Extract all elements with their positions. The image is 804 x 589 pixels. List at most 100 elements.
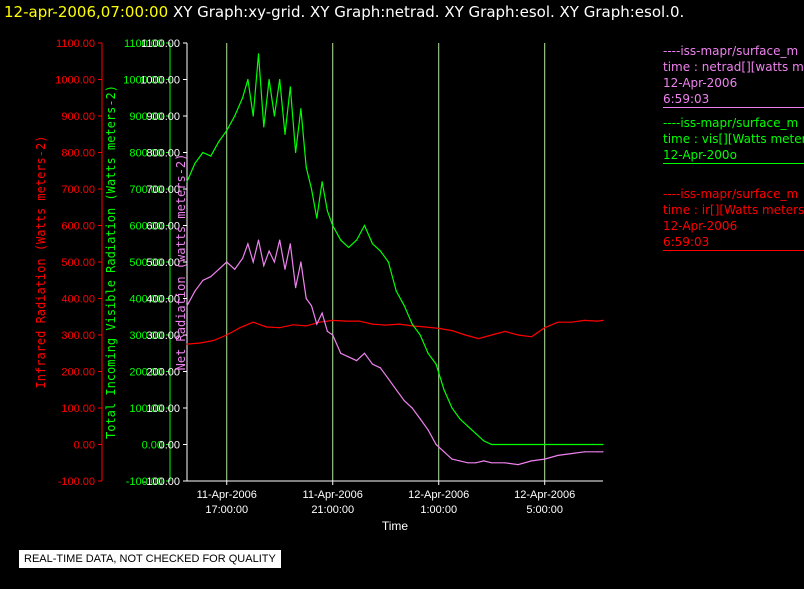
vis-point-46	[517, 443, 519, 446]
vis-point-3	[210, 155, 212, 157]
vis-point-47	[544, 443, 546, 446]
x-tick-label2-3: 5:00:00	[526, 504, 563, 516]
net-point-33	[403, 400, 405, 402]
vis-point-41	[467, 425, 469, 427]
net-tick-label-12: 1100.00	[141, 38, 180, 50]
vis-point-33	[403, 305, 405, 307]
legend-var: time : vis[][Watts meter	[663, 132, 804, 146]
net-point-29	[371, 363, 374, 365]
net-tick-label-11: 1000.00	[140, 75, 180, 87]
net-tick-label-5: 400.00	[146, 294, 180, 306]
vis-point-45	[504, 443, 506, 446]
ir-tick-label-11: 1000.00	[55, 75, 95, 87]
ir-point-30	[583, 319, 586, 321]
vis-point-13	[273, 115, 275, 117]
vis-point-50	[602, 443, 604, 446]
x-tick-label-3: 12-Apr-2006	[514, 489, 575, 501]
vis-axis-title: Total Incoming Visible Radiation (Watts …	[104, 85, 118, 439]
vis-point-26	[348, 246, 350, 248]
vis-point-35	[419, 334, 421, 336]
ir-tick-label-10: 900.00	[61, 111, 95, 123]
vis-point-11	[263, 126, 265, 128]
vis-point-12	[268, 78, 270, 81]
ir-tick-label-12: 1100.00	[56, 38, 95, 50]
ir-point-31	[597, 320, 599, 322]
ir-point-25	[517, 334, 519, 336]
legend-date: 12-Apr-200o	[663, 148, 737, 162]
ir-point-3	[226, 334, 228, 336]
ir-point-28	[557, 321, 559, 323]
ir-point-19	[438, 327, 440, 329]
legend-source: ----iss-mapr/surface_m	[663, 116, 799, 130]
legend-source: ----iss-mapr/surface_m	[663, 44, 799, 58]
vis-point-34	[411, 323, 413, 325]
legend-separator	[663, 250, 804, 251]
vis-tick-label-9: 800.00	[129, 148, 163, 160]
net-tick-label-9: 800.00	[146, 148, 180, 160]
net-point-10	[257, 239, 260, 241]
net-tick-label-8: 700.00	[146, 184, 180, 196]
vis-point-24	[332, 224, 334, 227]
vis-point-14	[279, 78, 281, 81]
vis-tick-label-7: 600.00	[129, 221, 163, 233]
ir-point-32	[602, 319, 604, 321]
vis-tick-label-1: 0.00	[142, 440, 163, 452]
vis-tick-label-5: 400.00	[129, 294, 163, 306]
net-point-16	[289, 243, 291, 245]
ir-point-0	[186, 343, 188, 345]
vis-tick-label-0: -100.00	[126, 476, 163, 488]
ir-point-9	[305, 325, 307, 327]
vis-tick-label-12: 1100.00	[124, 38, 163, 50]
vis-point-44	[491, 443, 493, 446]
vis-tick-label-6: 500.00	[129, 257, 163, 269]
ir-tick-label-1: 0.00	[74, 440, 95, 452]
net-point-53	[602, 451, 604, 453]
net-point-32	[395, 389, 397, 391]
vis-point-1	[194, 162, 196, 164]
net-point-4	[218, 268, 220, 270]
net-point-14	[279, 239, 281, 241]
net-point-9	[252, 261, 254, 263]
net-point-52	[597, 451, 599, 453]
net-point-28	[363, 352, 366, 354]
ir-point-18	[424, 326, 427, 328]
net-point-37	[435, 443, 437, 446]
ir-axis-title: Infrared Radiation (Watts meters-2)	[34, 136, 48, 389]
ir-point-10	[318, 321, 321, 323]
vis-point-48	[570, 443, 572, 446]
net-point-24	[332, 334, 334, 336]
ir-tick-label-0: -100.00	[58, 476, 95, 488]
vis-point-40	[459, 418, 461, 420]
ir-point-22	[477, 338, 480, 340]
net-tick-label-2: 100.00	[146, 403, 180, 415]
vis-point-0	[186, 181, 188, 183]
net-point-6	[234, 268, 236, 270]
net-point-44	[491, 462, 493, 464]
quality-notice: REAL-TIME DATA, NOT CHECKED FOR QUALITY	[19, 550, 281, 568]
net-point-38	[443, 451, 445, 453]
legend-source: ----iss-mapr/surface_m	[663, 187, 799, 201]
ir-tick-label-8: 700.00	[61, 184, 95, 196]
net-point-51	[583, 451, 586, 453]
vis-point-30	[379, 250, 381, 252]
ir-tick-label-5: 400.00	[61, 294, 95, 306]
net-point-2	[202, 279, 204, 281]
net-point-25	[340, 352, 342, 354]
net-point-17	[295, 287, 297, 289]
ir-point-6	[265, 326, 268, 328]
vis-point-22	[321, 181, 323, 183]
vis-tick-label-4: 300.00	[129, 330, 163, 342]
legend-time: 6:59:03	[663, 92, 710, 106]
x-tick-label2-2: 1:00:00	[420, 504, 457, 516]
net-point-36	[427, 429, 429, 431]
graph-titles: XY Graph:xy-grid. XY Graph:netrad. XY Gr…	[172, 3, 685, 21]
net-point-42	[475, 462, 477, 464]
x-tick-label-1: 11-Apr-2006	[303, 489, 363, 501]
legend-entry-0: ----iss-mapr/surface_m time : netrad[][wa…	[663, 43, 804, 109]
header: 12-apr-2006,07:00:00 XY Graph:xy-grid. X…	[4, 3, 684, 21]
ir-point-21	[464, 334, 466, 336]
vis-tick-label-3: 200.00	[129, 367, 163, 379]
net-tick-label-6: 500.00	[146, 257, 180, 269]
vis-tick-label-10: 900.00	[129, 111, 163, 123]
vis-point-7	[242, 97, 244, 99]
